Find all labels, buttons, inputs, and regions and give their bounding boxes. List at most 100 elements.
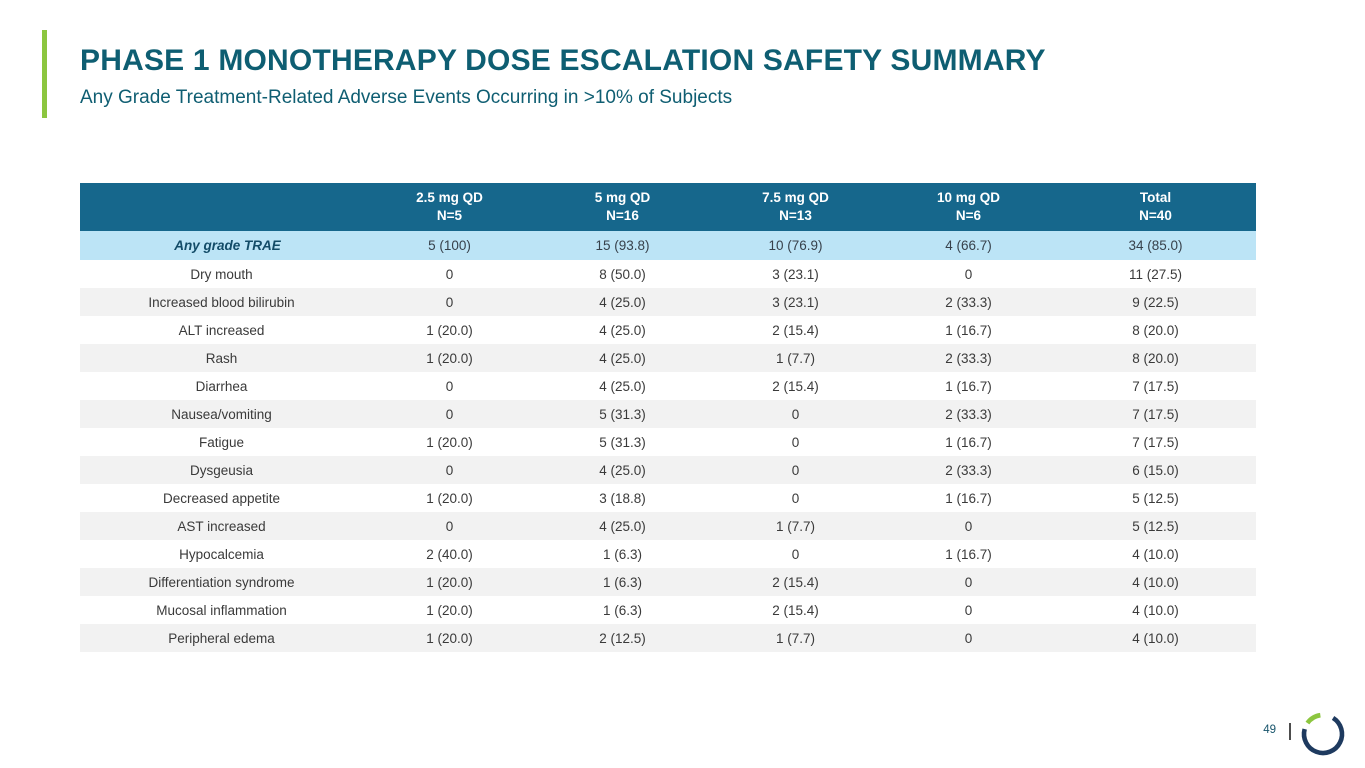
cell-value: 7 (17.5) — [1055, 428, 1256, 456]
cell-value: 1 (20.0) — [363, 428, 536, 456]
table-row: Differentiation syndrome 1 (20.0) 1 (6.3) 2… — [80, 568, 1256, 596]
cell-value: 2 (15.4) — [709, 568, 882, 596]
cell-value: 1 (20.0) — [363, 484, 536, 512]
cell-value: 1 (16.7) — [882, 372, 1055, 400]
footer-divider — [1289, 723, 1291, 740]
cell-value: 4 (25.0) — [536, 372, 709, 400]
logo-ring-icon — [1301, 712, 1345, 756]
cell-value: 7 (17.5) — [1055, 400, 1256, 428]
cell-value: 0 — [363, 512, 536, 540]
cell-value: 4 (10.0) — [1055, 596, 1256, 624]
cell-value: 5 (31.3) — [536, 400, 709, 428]
row-label: Decreased appetite — [80, 484, 363, 512]
row-label: Mucosal inflammation — [80, 596, 363, 624]
row-label: Increased blood bilirubin — [80, 288, 363, 316]
table-row: Mucosal inflammation 1 (20.0) 1 (6.3) 2 (15… — [80, 596, 1256, 624]
page-number: 49 — [1263, 724, 1276, 736]
column-header: 5 mg QD N=16 — [536, 183, 709, 231]
header-row: 2.5 mg QD N=5 5 mg QD N=16 7.5 mg QD N=13 10 m… — [80, 183, 1256, 231]
cell-value: 5 (12.5) — [1055, 484, 1256, 512]
table-row: Diarrhea 0 4 (25.0) 2 (15.4) 1 (16.7) 7 (17.5… — [80, 372, 1256, 400]
cell-value: 2 (40.0) — [363, 540, 536, 568]
cell-value: 2 (33.3) — [882, 456, 1055, 484]
cell-value: 0 — [882, 260, 1055, 288]
cell-value: 2 (15.4) — [709, 372, 882, 400]
cell-value: 4 (25.0) — [536, 456, 709, 484]
cell-value: 4 (25.0) — [536, 316, 709, 344]
cell-value: 1 (6.3) — [536, 540, 709, 568]
column-header: 10 mg QD N=6 — [882, 183, 1055, 231]
table-row: Nausea/vomiting 0 5 (31.3) 0 2 (33.3) 7 (17.5… — [80, 400, 1256, 428]
cell-value: 3 (23.1) — [709, 260, 882, 288]
column-header: 7.5 mg QD N=13 — [709, 183, 882, 231]
cell-value: 6 (15.0) — [1055, 456, 1256, 484]
table-row: Dry mouth 0 8 (50.0) 3 (23.1) 0 11 (27.5) — [80, 260, 1256, 288]
safety-table-head: 2.5 mg QD N=5 5 mg QD N=16 7.5 mg QD N=13 10 m… — [80, 183, 1256, 231]
cell-value: 0 — [709, 456, 882, 484]
row-label: Diarrhea — [80, 372, 363, 400]
row-label: Nausea/vomiting — [80, 400, 363, 428]
table-row: Fatigue 1 (20.0) 5 (31.3) 0 1 (16.7) 7 (17.5) — [80, 428, 1256, 456]
cell-value: 3 (18.8) — [536, 484, 709, 512]
cell-value: 4 (25.0) — [536, 344, 709, 372]
summary-row: Any grade TRAE 5 (100) 15 (93.8) 10 (76.9) 4… — [80, 231, 1256, 260]
column-header: Total N=40 — [1055, 183, 1256, 231]
cell-value: 2 (15.4) — [709, 596, 882, 624]
row-label: Peripheral edema — [80, 624, 363, 652]
cell-value: 1 (16.7) — [882, 428, 1055, 456]
cell-value: 1 (7.7) — [709, 624, 882, 652]
cell-value: 0 — [363, 400, 536, 428]
cell-value: 0 — [709, 428, 882, 456]
cell-value: 3 (23.1) — [709, 288, 882, 316]
cell-value: 4 (25.0) — [536, 512, 709, 540]
table-row: ALT increased 1 (20.0) 4 (25.0) 2 (15.4) 1 (… — [80, 316, 1256, 344]
cell-value: 0 — [882, 596, 1055, 624]
cell-value: 34 (85.0) — [1055, 231, 1256, 260]
cell-value: 5 (12.5) — [1055, 512, 1256, 540]
table-row: Dysgeusia 0 4 (25.0) 0 2 (33.3) 6 (15.0) — [80, 456, 1256, 484]
cell-value: 1 (6.3) — [536, 596, 709, 624]
cell-value: 0 — [709, 540, 882, 568]
cell-value: 0 — [882, 512, 1055, 540]
cell-value: 10 (76.9) — [709, 231, 882, 260]
cell-value: 2 (15.4) — [709, 316, 882, 344]
cell-value: 1 (16.7) — [882, 540, 1055, 568]
cell-value: 5 (100) — [363, 231, 536, 260]
cell-value: 1 (20.0) — [363, 344, 536, 372]
cell-value: 0 — [363, 456, 536, 484]
table-row: Peripheral edema 1 (20.0) 2 (12.5) 1 (7.7) 0… — [80, 624, 1256, 652]
cell-value: 4 (25.0) — [536, 288, 709, 316]
title-accent-bar — [42, 30, 47, 118]
cell-value: 2 (12.5) — [536, 624, 709, 652]
row-label: Hypocalcemia — [80, 540, 363, 568]
table-row: Rash 1 (20.0) 4 (25.0) 1 (7.7) 2 (33.3) 8 (20… — [80, 344, 1256, 372]
row-label: Differentiation syndrome — [80, 568, 363, 596]
row-label: Dysgeusia — [80, 456, 363, 484]
table-row: Increased blood bilirubin 0 4 (25.0) 3 (23.… — [80, 288, 1256, 316]
cell-value: 0 — [363, 260, 536, 288]
column-header — [80, 183, 363, 231]
table-row: Decreased appetite 1 (20.0) 3 (18.8) 0 1 (16… — [80, 484, 1256, 512]
cell-value: 2 (33.3) — [882, 400, 1055, 428]
cell-value: 8 (20.0) — [1055, 344, 1256, 372]
page-title: PHASE 1 MONOTHERAPY DOSE ESCALATION SAFE… — [80, 44, 1046, 77]
cell-value: 1 (6.3) — [536, 568, 709, 596]
cell-value: 1 (16.7) — [882, 316, 1055, 344]
cell-value: 8 (50.0) — [536, 260, 709, 288]
row-label: Any grade TRAE — [80, 231, 363, 260]
page-subtitle: Any Grade Treatment-Related Adverse Even… — [80, 87, 733, 108]
cell-value: 9 (22.5) — [1055, 288, 1256, 316]
cell-value: 1 (7.7) — [709, 344, 882, 372]
row-label: Dry mouth — [80, 260, 363, 288]
cell-value: 0 — [363, 288, 536, 316]
cell-value: 11 (27.5) — [1055, 260, 1256, 288]
cell-value: 1 (20.0) — [363, 316, 536, 344]
cell-value: 4 (10.0) — [1055, 568, 1256, 596]
cell-value: 0 — [882, 568, 1055, 596]
cell-value: 15 (93.8) — [536, 231, 709, 260]
row-label: Fatigue — [80, 428, 363, 456]
cell-value: 2 (33.3) — [882, 344, 1055, 372]
cell-value: 0 — [709, 484, 882, 512]
cell-value: 7 (17.5) — [1055, 372, 1256, 400]
